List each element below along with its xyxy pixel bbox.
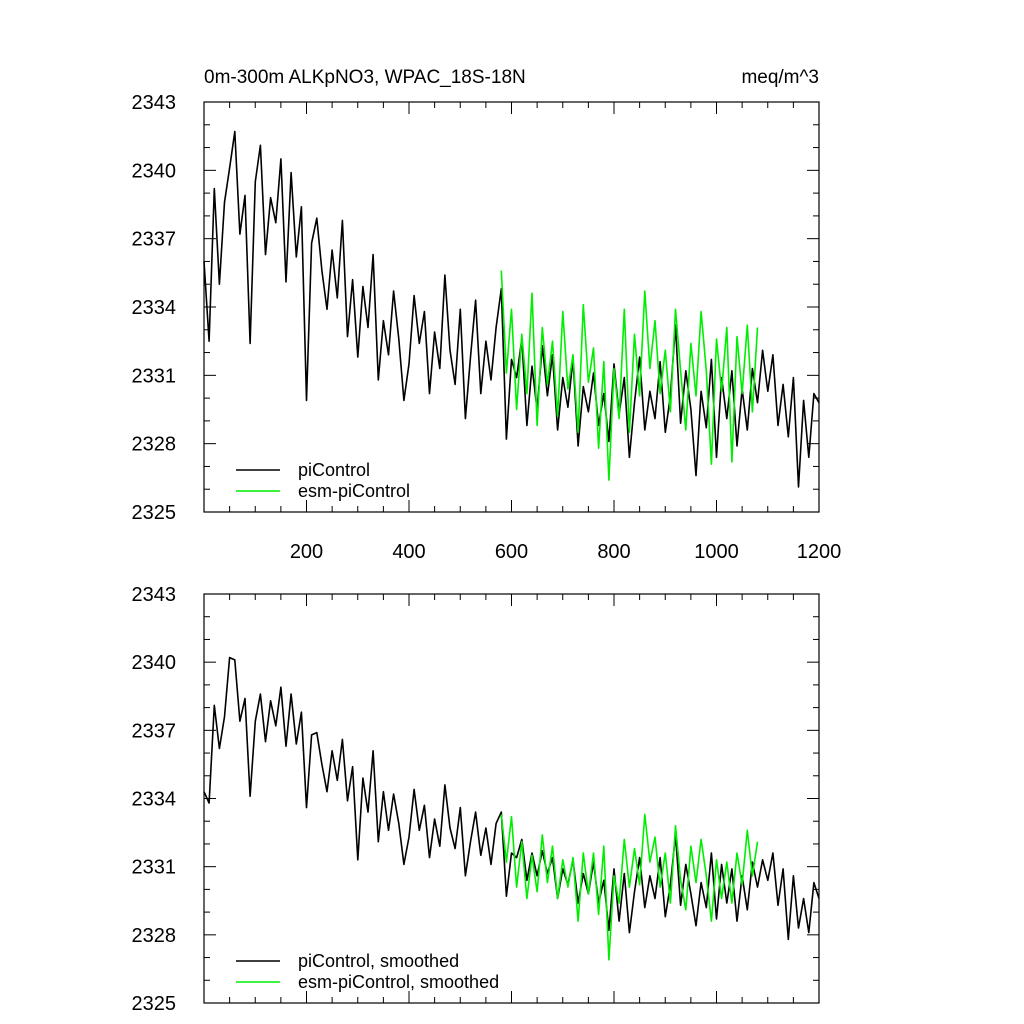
series-line-esm-picontrol xyxy=(500,813,759,961)
x-tick-label: 1200 xyxy=(797,541,842,563)
y-tick-label: 2334 xyxy=(132,297,177,319)
chart-units: meq/m^3 xyxy=(741,67,819,88)
x-tick-label: 1000 xyxy=(694,541,739,563)
x-tick-label: 200 xyxy=(290,541,323,563)
legend-label-picontrol: piControl xyxy=(298,460,370,480)
y-tick-label: 2325 xyxy=(132,993,177,1015)
plot-frame xyxy=(203,101,820,513)
y-tick-label: 2337 xyxy=(132,720,177,742)
legend-label-esm-picontrol: esm-piControl, smoothed xyxy=(298,972,499,992)
x-tick-label: 800 xyxy=(597,541,630,563)
y-tick-label: 2340 xyxy=(132,652,177,674)
chart-title: 0m-300m ALKpNO3, WPAC_18S-18N xyxy=(204,67,526,88)
legend-label-picontrol: piControl, smoothed xyxy=(298,951,459,971)
y-tick-label: 2328 xyxy=(132,925,177,947)
y-tick-label: 2331 xyxy=(132,857,177,879)
x-tick-label: 600 xyxy=(495,541,528,563)
x-tick-label: 400 xyxy=(392,541,425,563)
y-tick-label: 2343 xyxy=(132,584,177,606)
y-tick-label: 2334 xyxy=(132,789,177,811)
series-line-esm-picontrol xyxy=(500,270,759,481)
bottom-panel: 2325 2328 2331 2334 2337 2340 2343 piControl, s… xyxy=(132,584,820,1015)
legend-label-esm-picontrol: esm-piControl xyxy=(298,481,410,501)
series-line-picontrol xyxy=(203,656,820,941)
plot-frame xyxy=(203,593,820,1004)
y-tick-label: 2340 xyxy=(132,160,177,182)
y-tick-label: 2328 xyxy=(132,434,177,456)
series-line-picontrol xyxy=(203,130,820,488)
y-tick-label: 2325 xyxy=(132,502,177,524)
y-tick-label: 2331 xyxy=(132,365,177,387)
y-tick-label: 2337 xyxy=(132,229,177,251)
y-tick-label: 2343 xyxy=(132,92,177,114)
top-panel: 2325 2328 2331 2334 2337 2340 2343 200 400 600 800… xyxy=(132,67,842,563)
